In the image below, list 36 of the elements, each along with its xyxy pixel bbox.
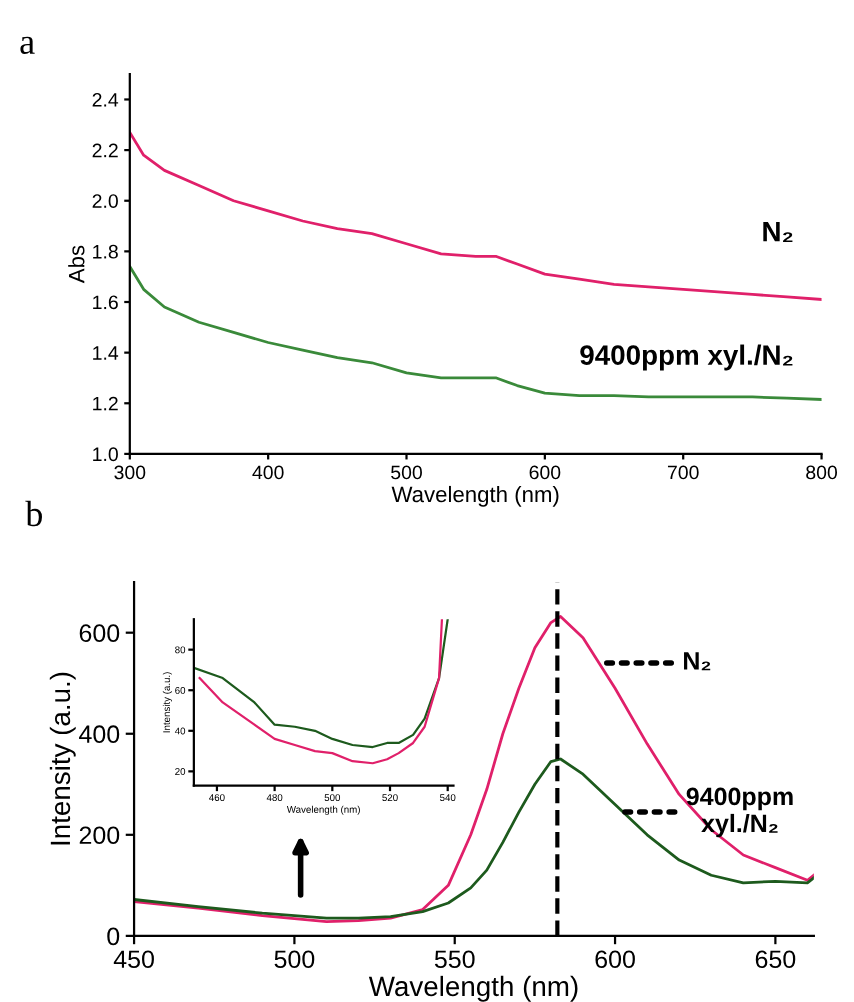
line-series (134, 757, 814, 920)
annotation: N₂ (684, 652, 711, 671)
y-tick-label: 1.0 (93, 447, 118, 462)
y-tick-label: 1.2 (93, 396, 118, 411)
x-tick-label: 500 (391, 465, 422, 480)
x-tick-label: 800 (806, 465, 838, 480)
x-axis-title: Wavelength (nm) (368, 975, 578, 1002)
annotation: N₂ (763, 222, 793, 243)
y-tick-label: 1.6 (93, 295, 118, 310)
x-tick-label: 600 (529, 465, 561, 480)
y-tick-label: 200 (79, 826, 120, 845)
y-tick-label: 600 (79, 624, 120, 642)
y-axis-title: Abs (68, 245, 85, 284)
x-tick-label: 600 (595, 950, 635, 969)
chart-title: b (25, 500, 42, 527)
y-tick-label: 1.8 (93, 244, 118, 259)
y-tick-label: 2.4 (92, 92, 119, 107)
line-series (129, 265, 822, 401)
x-tick-label: 650 (755, 950, 796, 969)
x-tick-label: 450 (113, 950, 154, 969)
line-series (134, 615, 814, 924)
y-axis-title: Intensity (a.u.) (49, 672, 76, 845)
y-tick-label: 0 (107, 927, 120, 946)
x-tick-label: 500 (274, 950, 315, 969)
y-tick-label: 2.2 (92, 143, 118, 158)
chart-title: a (20, 36, 35, 54)
x-tick-label: 400 (252, 465, 284, 480)
x-tick-label: 700 (667, 465, 699, 480)
annotation: 9400ppm xyl./N₂ (580, 344, 793, 371)
x-axis-title: Wavelength (nm) (391, 485, 559, 507)
line-series (129, 130, 822, 301)
x-tick-label: 550 (434, 950, 475, 969)
y-tick-label: 2.0 (92, 194, 118, 208)
y-tick-label: 1.4 (93, 346, 119, 360)
y-tick-label: 400 (79, 725, 120, 744)
x-tick-label: 300 (114, 465, 146, 480)
